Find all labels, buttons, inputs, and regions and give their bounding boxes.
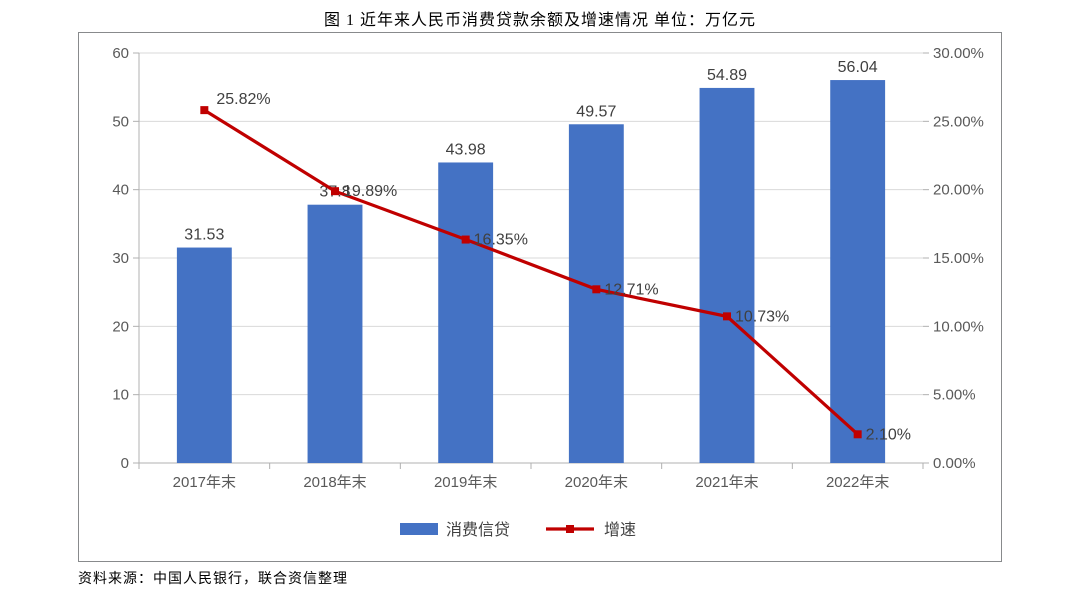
source-note: 资料来源：中国人民银行，联合资信整理 (78, 568, 348, 588)
y-right-label: 0.00% (933, 455, 976, 472)
y-left-label: 50 (112, 113, 129, 130)
y-right-label: 15.00% (933, 250, 984, 267)
bar (308, 205, 363, 463)
legend-bar-label: 消费信贷 (446, 521, 510, 539)
line-marker (854, 430, 862, 438)
combo-chart: 0 10 20 30 40 50 60 0.00% 5.00% 10.00% 15.00% 20.00… (79, 33, 1003, 563)
line-marker (462, 236, 470, 244)
bar-value-label: 56.04 (838, 59, 878, 76)
legend-line-marker (566, 525, 574, 533)
bar (177, 248, 232, 463)
bar (830, 80, 885, 463)
y-left-label: 60 (112, 45, 129, 62)
bar-value-label: 49.57 (576, 103, 616, 120)
x-category-label: 2020年末 (565, 474, 628, 491)
bar-value-label: 43.98 (446, 141, 486, 158)
y-left-label: 0 (121, 455, 129, 472)
legend-bar-swatch (400, 523, 438, 535)
chart-container: 0 10 20 30 40 50 60 0.00% 5.00% 10.00% 15.00% 20.00… (78, 32, 1002, 562)
growth-line (204, 110, 857, 434)
y-right-label: 25.00% (933, 113, 984, 130)
y-right-label: 10.00% (933, 318, 984, 335)
y-left-label: 40 (112, 182, 129, 199)
x-category-label: 2017年末 (173, 474, 236, 491)
y-right-label: 20.00% (933, 182, 984, 199)
y-left-label: 30 (112, 250, 129, 267)
line-value-label: 12.71% (604, 281, 658, 298)
line-value-label: 10.73% (735, 308, 789, 325)
x-category-label: 2019年末 (434, 474, 497, 491)
chart-title: 图 1 近年来人民币消费贷款余额及增速情况 单位：万亿元 (0, 0, 1080, 34)
line-value-label: 16.35% (474, 232, 528, 249)
line-value-label: 19.89% (343, 183, 397, 200)
bar-value-label: 54.89 (707, 67, 747, 84)
bar-value-label: 31.53 (184, 227, 224, 244)
x-category-label: 2021年末 (695, 474, 758, 491)
y-right-label: 30.00% (933, 45, 984, 62)
y-left-label: 10 (112, 387, 129, 404)
line-marker (331, 187, 339, 195)
line-marker (592, 285, 600, 293)
y-right-label: 5.00% (933, 387, 976, 404)
line-marker (200, 106, 208, 114)
y-left-label: 20 (112, 318, 129, 335)
line-value-label: 25.82% (216, 91, 270, 108)
line-value-label: 2.10% (866, 426, 911, 443)
x-category-label: 2018年末 (303, 474, 366, 491)
x-category-label: 2022年末 (826, 474, 889, 491)
legend-line-label: 增速 (604, 521, 636, 539)
line-marker (723, 312, 731, 320)
bar (438, 162, 493, 463)
bar (700, 88, 755, 463)
